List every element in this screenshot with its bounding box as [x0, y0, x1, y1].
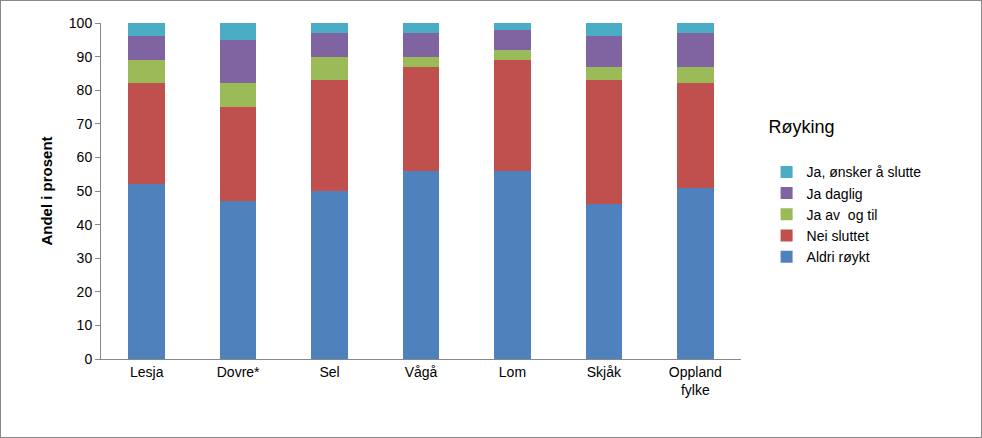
svg-text:30: 30: [77, 250, 93, 266]
svg-text:Ja av og til: Ja av og til: [807, 207, 878, 223]
svg-text:Ja daglig: Ja daglig: [807, 186, 863, 202]
svg-text:Opplandfylke: Opplandfylke: [669, 364, 722, 398]
svg-text:20: 20: [77, 284, 93, 300]
svg-text:Nei sluttet: Nei sluttet: [807, 228, 869, 244]
svg-text:Aldri røykt: Aldri røykt: [807, 249, 870, 265]
svg-text:Andel i prosent: Andel i prosent: [38, 136, 55, 245]
svg-text:100: 100: [69, 15, 93, 31]
svg-text:60: 60: [77, 149, 93, 165]
svg-text:80: 80: [77, 82, 93, 98]
svg-text:90: 90: [77, 49, 93, 65]
svg-text:Vågå: Vågå: [405, 364, 438, 380]
svg-text:40: 40: [77, 217, 93, 233]
svg-text:Sel: Sel: [319, 364, 339, 380]
svg-text:0: 0: [84, 351, 92, 367]
svg-text:Røyking: Røyking: [769, 117, 835, 160]
svg-text:Skjåk: Skjåk: [587, 364, 622, 380]
svg-text:Lesja: Lesja: [130, 364, 164, 380]
svg-text:70: 70: [77, 116, 93, 132]
svg-text:50: 50: [77, 183, 93, 199]
svg-text:Ja, ønsker å slutte: Ja, ønsker å slutte: [807, 164, 922, 180]
svg-text:10: 10: [77, 317, 93, 333]
svg-text:Dovre*: Dovre*: [217, 364, 260, 380]
svg-text:Lom: Lom: [499, 364, 526, 380]
